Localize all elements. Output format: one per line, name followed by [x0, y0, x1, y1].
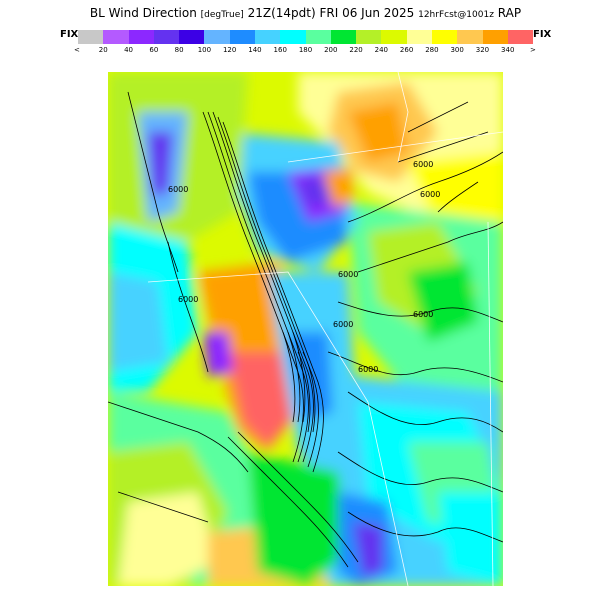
contour-label: 6000 [413, 160, 433, 169]
contour-label: 6000 [413, 310, 433, 319]
legend-tick-label: 160 [273, 46, 287, 54]
legend-swatch [280, 30, 306, 44]
legend-swatch [381, 30, 407, 44]
legend-tick-label: 120 [222, 46, 237, 54]
state-borders [147, 72, 503, 586]
legend-swatch [78, 30, 104, 44]
title-date: FRI 06 Jun 2025 [319, 6, 415, 20]
contour-label: 6000 [358, 365, 378, 374]
legend-tick-label: 40 [124, 46, 134, 54]
legend-greater-than: > [530, 46, 536, 54]
contour-label: 6000 [338, 270, 358, 279]
contour-label: 6000 [178, 295, 198, 304]
legend-swatch [305, 30, 331, 44]
legend-swatch [457, 30, 483, 44]
legend-tick-label: 280 [425, 46, 439, 54]
legend-less-than: < [74, 46, 80, 54]
legend-swatch [330, 30, 357, 44]
legend-fix-left: FIX [60, 29, 79, 40]
title-time: 21Z(14pdt) [247, 6, 316, 20]
contour-label: 6000 [333, 320, 353, 329]
contour-labels: 6000 6000 6000 6000 6000 6000 6000 6000 [168, 160, 440, 374]
legend-swatch [153, 30, 180, 44]
legend-tick-label: 180 [298, 46, 313, 54]
legend-swatch [356, 30, 382, 44]
title-model: RAP [497, 6, 522, 20]
chart-title: BL Wind Direction [degTrue] 21Z(14pdt) F… [0, 6, 611, 20]
legend-swatch [229, 30, 255, 44]
legend-tick-label: 20 [98, 46, 108, 54]
legend-tick-label: 300 [450, 46, 464, 54]
legend-fix-right: FIX [533, 29, 552, 40]
legend-tick-label: 140 [248, 46, 262, 54]
legend-tick-label: 200 [324, 46, 338, 54]
legend-swatch [128, 30, 154, 44]
legend-swatch [254, 30, 281, 44]
legend-tick-label: 80 [174, 46, 184, 54]
legend-ticks: < > 20 40 60 80 100 120 140 160 180 200 220 240 260 2… [74, 46, 536, 58]
legend-tick-label: 240 [374, 46, 389, 54]
legend-swatch [431, 30, 458, 44]
wind-direction-field [108, 72, 503, 586]
title-forecast: 12hrFcst@1001z [418, 10, 494, 20]
title-main: BL Wind Direction [89, 6, 197, 20]
legend-color-bar [78, 30, 534, 44]
legend-swatch [482, 30, 508, 44]
legend-swatch [507, 30, 534, 44]
contour-label: 6000 [168, 185, 188, 194]
contour-label: 6000 [420, 190, 440, 199]
terrain-contours [108, 91, 503, 568]
legend-swatch [103, 30, 129, 44]
legend-swatch [179, 30, 205, 44]
legend-tick-label: 220 [349, 46, 363, 54]
map-canvas: 6000 6000 6000 6000 6000 6000 6000 6000 [108, 72, 503, 586]
legend-tick-label: 320 [475, 46, 490, 54]
legend-tick-label: 340 [501, 46, 515, 54]
color-legend: FIX FIX < > 20 40 60 80 100 120 140 160 180 200 22… [0, 26, 611, 62]
legend-tick-label: 260 [399, 46, 414, 54]
legend-tick-label: 100 [197, 46, 212, 54]
title-units: [degTrue] [200, 10, 244, 20]
legend-tick-label: 60 [149, 46, 159, 54]
legend-swatch [406, 30, 432, 44]
wind-direction-map: 6000 6000 6000 6000 6000 6000 6000 6000 [108, 72, 503, 586]
legend-swatch [204, 30, 230, 44]
